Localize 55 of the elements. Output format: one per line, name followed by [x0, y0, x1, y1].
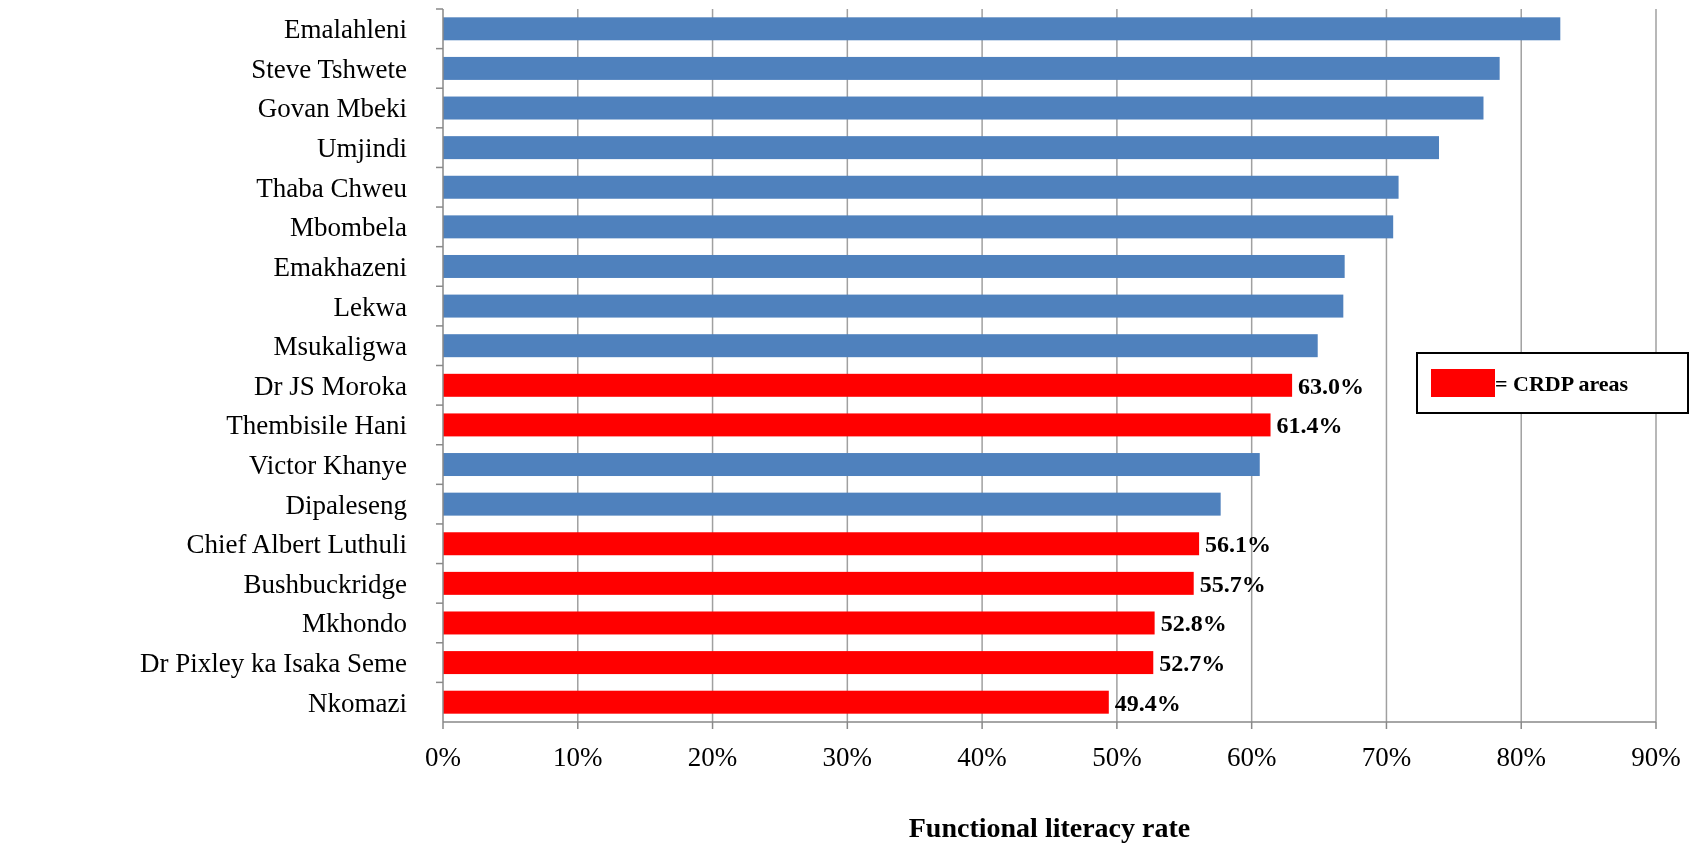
bar: [443, 175, 1399, 199]
data-label: 61.4%: [1276, 412, 1343, 439]
y-tick-label: Govan Mbeki: [257, 93, 407, 124]
data-label: 49.4%: [1114, 689, 1181, 716]
bar: [443, 17, 1561, 41]
x-axis-title: Functional literacy rate: [908, 812, 1191, 843]
y-tick-label: Chief Albert Luthuli: [186, 529, 407, 560]
y-tick-label: Thembisile Hani: [226, 410, 407, 441]
y-tick-label: Mkhondo: [301, 608, 407, 639]
y-tick-label: Nkomazi: [308, 687, 407, 718]
y-tick-label: Thaba Chweu: [256, 172, 408, 203]
bar: [443, 571, 1194, 595]
bar: [443, 136, 1440, 160]
legend-label: = CRDP areas: [1495, 370, 1629, 396]
bar: [443, 254, 1345, 278]
y-tick-label: Dr Pixley ka Isaka Seme: [140, 648, 408, 679]
bar: [443, 413, 1271, 437]
bar: [443, 294, 1344, 318]
bar: [443, 215, 1394, 239]
bar: [443, 611, 1155, 635]
y-tick-label: Lekwa: [333, 291, 408, 322]
y-tick-label: Dipaleseng: [285, 489, 407, 520]
y-tick-label: Emalahleni: [284, 14, 407, 45]
bar: [443, 373, 1293, 397]
bar: [443, 651, 1154, 675]
x-tick-label: 60%: [1226, 742, 1277, 772]
y-tick-label: Steve Tshwete: [251, 53, 407, 84]
y-tick-label: Dr JS Moroka: [254, 370, 408, 401]
x-tick-label: 80%: [1496, 742, 1546, 772]
y-tick-label: Msukaligwa: [273, 331, 408, 362]
data-label: 55.7%: [1199, 570, 1266, 597]
x-tick-label: 50%: [1092, 742, 1142, 772]
data-label: 52.8%: [1160, 610, 1227, 637]
x-tick-label: 0%: [425, 742, 461, 772]
x-tick-label: 20%: [687, 742, 738, 772]
bar: [443, 334, 1318, 358]
y-tick-label: Mbombela: [290, 212, 408, 243]
x-tick-label: 10%: [553, 742, 603, 772]
y-tick-label: Bushbuckridge: [243, 568, 408, 599]
y-tick-label: Umjindi: [316, 133, 407, 164]
bar: [443, 690, 1109, 714]
bar: [443, 492, 1221, 516]
data-label: 63.0%: [1298, 372, 1365, 399]
x-tick-label: 30%: [822, 742, 873, 772]
bar: [443, 453, 1260, 477]
x-tick-label: 70%: [1361, 742, 1412, 772]
x-tick-label: 40%: [957, 742, 1007, 772]
data-label: 52.7%: [1159, 649, 1226, 676]
bar: [443, 96, 1484, 120]
y-tick-label: Victor Khanye: [248, 449, 408, 480]
y-tick-label: Emakhazeni: [273, 251, 407, 282]
bar: [443, 532, 1200, 556]
x-tick-label: 90%: [1631, 742, 1681, 772]
bar: [443, 56, 1500, 80]
data-label: 56.1%: [1205, 531, 1272, 558]
